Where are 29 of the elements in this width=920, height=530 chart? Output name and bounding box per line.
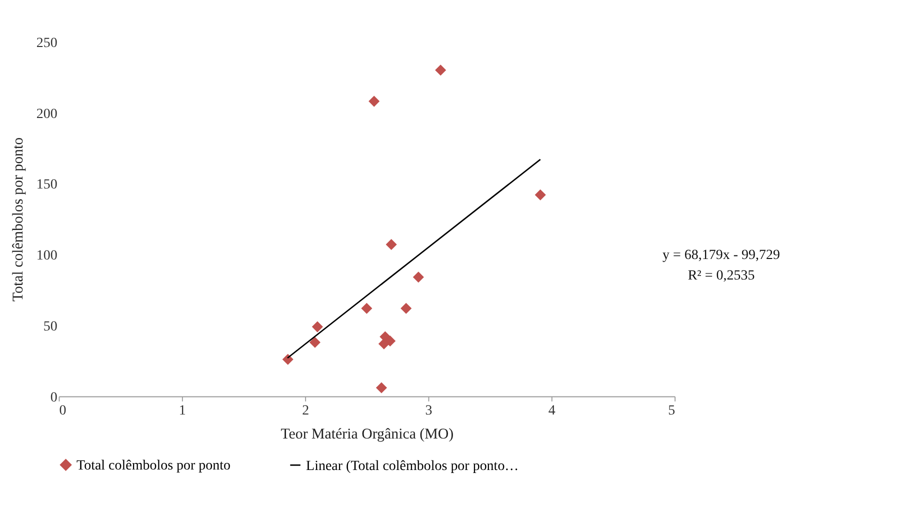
y-tick-label: 250	[36, 36, 58, 51]
x-tick-label: 2	[302, 403, 310, 418]
point	[361, 302, 372, 314]
x-axis-title: Teor Matéria Orgânica (MO)	[280, 426, 454, 443]
point	[386, 239, 397, 250]
y-tick-label: 150	[36, 178, 58, 193]
x-tick-label: 1	[178, 403, 186, 418]
x-tick-label: 4	[548, 403, 556, 418]
y-tick-label: 0	[50, 390, 58, 406]
x-tick-label: 5	[668, 403, 676, 418]
text: R² = 0,2535	[688, 268, 755, 284]
point	[435, 64, 446, 76]
legend-label: Linear (Total colêmbolos por ponto…	[306, 458, 519, 474]
x-tick-label: 3	[425, 403, 432, 418]
point	[309, 336, 320, 348]
annotation: y = 68,179x - 99,729	[662, 248, 780, 264]
point	[376, 382, 387, 394]
point	[282, 354, 294, 365]
legend-label: Total colêmbolos por ponto	[76, 458, 231, 474]
point	[400, 302, 412, 314]
y-axis-title: Total colêmbolos por ponto	[10, 137, 26, 302]
y-tick-label: 50	[43, 320, 58, 335]
y-tick-label: 200	[36, 106, 58, 122]
y-tick-label: 100	[36, 248, 58, 264]
point	[368, 96, 380, 107]
point	[312, 321, 323, 332]
point	[534, 189, 546, 200]
point	[378, 338, 390, 350]
point	[412, 272, 424, 283]
